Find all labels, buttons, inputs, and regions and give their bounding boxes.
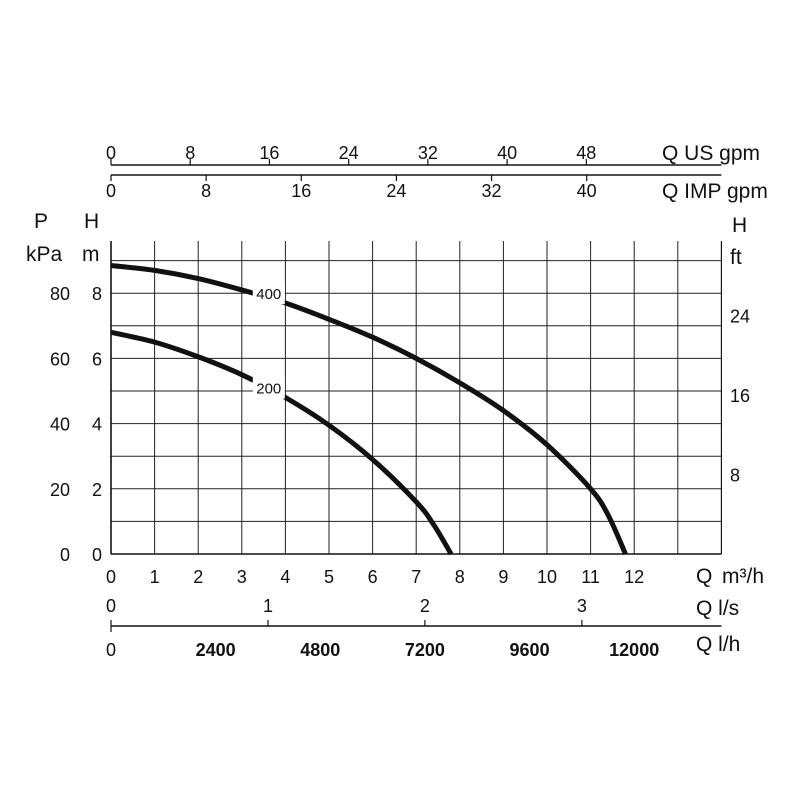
x-tick-label-m3h: 8	[455, 567, 465, 587]
x-tick-label-m3h: 9	[498, 567, 508, 587]
us-gpm-tick-label: 24	[339, 143, 359, 163]
series-label: 200	[256, 381, 281, 398]
y-tick-label-pressure-kpa: 0	[60, 545, 70, 565]
l-s-tick-label: 2	[420, 596, 430, 616]
y-tick-label-head-m: 2	[92, 480, 102, 500]
x-tick-label-m3h: 11	[581, 567, 600, 587]
l-s-tick-label: 1	[263, 596, 273, 616]
l-h-tick-label: 0	[106, 640, 116, 660]
head-axis-symbol-right: H	[732, 214, 747, 237]
y-tick-label-head-m: 8	[92, 284, 102, 304]
l-h-tick-label: 9600	[510, 640, 550, 660]
y-tick-label-pressure-kpa: 20	[50, 480, 70, 500]
pressure-axis-symbol: P	[34, 210, 48, 233]
main-x-axis-unit: m³/h	[722, 565, 764, 588]
y-tick-label-pressure-kpa: 60	[50, 349, 70, 369]
y-tick-label-pressure-kpa: 40	[50, 415, 70, 435]
l-s-tick-label: 0	[106, 596, 116, 616]
head-axis-unit-right: ft	[730, 246, 742, 269]
y-tick-label-pressure-kpa: 80	[50, 284, 70, 304]
x-tick-label-m3h: 0	[106, 567, 116, 587]
head-axis-unit-left: m	[82, 243, 100, 266]
y-tick-label-head-ft: 8	[730, 466, 740, 486]
x-tick-label-m3h: 2	[193, 567, 203, 587]
y-tick-label-head-ft: 24	[730, 307, 750, 327]
x-tick-label-m3h: 7	[411, 567, 421, 587]
imp-gpm-tick-label: 16	[291, 181, 311, 201]
imp-gpm-tick-label: 0	[106, 181, 116, 201]
y-tick-label-head-ft: 16	[730, 386, 750, 406]
us-gpm-axis-label: Q US gpm	[662, 142, 760, 165]
us-gpm-tick-label: 40	[497, 143, 517, 163]
x-tick-label-m3h: 12	[624, 567, 644, 587]
main-x-axis-symbol: Q	[696, 565, 712, 588]
series-label-gap	[252, 282, 285, 305]
x-tick-label-m3h: 4	[280, 567, 290, 587]
y-tick-label-head-m: 6	[92, 349, 102, 369]
us-gpm-tick-label: 0	[106, 143, 116, 163]
series-label: 400	[256, 286, 281, 303]
series-line-200	[110, 329, 454, 556]
imp-gpm-tick-label: 40	[577, 181, 597, 201]
imp-gpm-tick-label: 24	[386, 181, 406, 201]
x-tick-label-m3h: 3	[237, 567, 247, 587]
imp-gpm-tick-label: 8	[201, 181, 211, 201]
l-s-axis-label: Q l/s	[696, 597, 739, 620]
y-tick-label-head-m: 0	[92, 545, 102, 565]
l-h-tick-label: 2400	[196, 640, 236, 660]
us-gpm-tick-label: 16	[259, 143, 279, 163]
l-h-tick-label: 7200	[405, 640, 445, 660]
l-h-axis-label: Q l/h	[696, 633, 740, 656]
x-tick-label-m3h: 5	[324, 567, 334, 587]
series-label-gap	[252, 376, 285, 399]
l-s-tick-label: 3	[577, 596, 587, 616]
x-tick-label-m3h: 1	[150, 567, 160, 587]
x-tick-label-m3h: 6	[368, 567, 378, 587]
pressure-axis-unit: kPa	[26, 243, 63, 266]
us-gpm-tick-label: 32	[418, 143, 438, 163]
l-h-tick-label: 12000	[609, 640, 659, 660]
us-gpm-tick-label: 48	[576, 143, 596, 163]
imp-gpm-axis-label: Q IMP gpm	[662, 180, 768, 203]
l-h-tick-label: 4800	[300, 640, 340, 660]
head-axis-symbol-left: H	[84, 210, 99, 233]
x-tick-label-m3h: 10	[537, 567, 557, 587]
imp-gpm-tick-label: 32	[482, 181, 502, 201]
y-tick-label-head-m: 4	[92, 415, 102, 435]
series-line-400	[110, 263, 628, 556]
us-gpm-tick-label: 8	[185, 143, 195, 163]
